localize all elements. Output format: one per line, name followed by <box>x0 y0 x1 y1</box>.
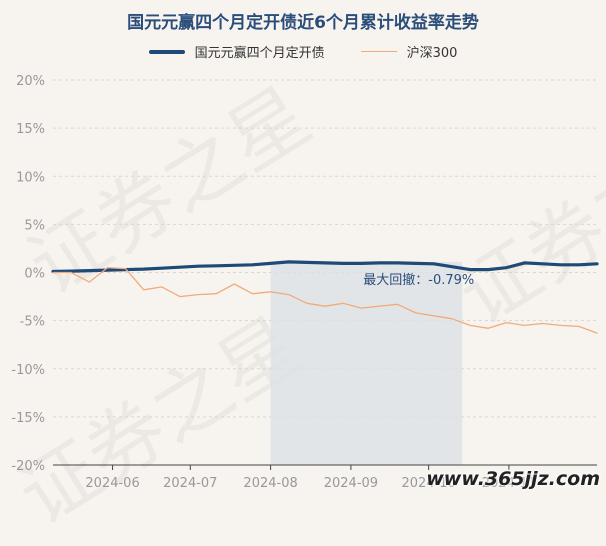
y-tick-label: 0% <box>24 267 45 282</box>
x-tick-label: 2024-08 <box>243 476 297 491</box>
y-tick-label: -5% <box>20 315 45 330</box>
y-tick-label: -10% <box>11 363 45 378</box>
chart-container: 国元元赢四个月定开债近6个月累计收益率走势 国元元赢四个月定开债 沪深300 证… <box>0 13 606 543</box>
series-line-fund <box>51 260 599 274</box>
drawdown-region <box>270 261 463 465</box>
chart-legend: 国元元赢四个月定开债 沪深300 <box>0 42 606 61</box>
y-tick-label: -20% <box>11 459 45 474</box>
legend-label-hs300: 沪深300 <box>406 46 458 61</box>
legend-swatch-hs300 <box>360 50 397 53</box>
y-tick-label: 20% <box>16 74 45 89</box>
chart-title: 国元元赢四个月定开债近6个月累计收益率走势 <box>127 13 479 33</box>
drawdown-layer <box>270 261 463 465</box>
series-layer <box>51 260 599 334</box>
x-tick-label: 2024-10 <box>401 476 455 491</box>
x-tick-label: 2024-11 <box>482 476 536 491</box>
y-tick-label: 5% <box>24 218 45 233</box>
x-tick-label: 2024-07 <box>163 476 217 491</box>
annotation-layer: 最大回撤：-0.79% <box>363 272 474 288</box>
chart-plot: 20% 15% 10% 5% 0% -5% -10% -15% -20% 2024-06 2024-… <box>11 74 599 491</box>
legend-swatch-fund <box>148 49 185 54</box>
max-drawdown-annotation: 最大回撤：-0.79% <box>363 272 474 288</box>
x-tick-label: 2024-06 <box>85 476 139 491</box>
series-line-hs300 <box>52 267 598 334</box>
x-tick-label: 2024-09 <box>324 476 378 491</box>
legend-item-hs300[interactable]: 沪深300 <box>360 42 458 61</box>
y-tick-label: -15% <box>11 411 45 426</box>
legend-label-fund: 国元元赢四个月定开债 <box>194 46 325 61</box>
legend-item-fund[interactable]: 国元元赢四个月定开债 <box>148 42 325 61</box>
y-tick-label: 15% <box>16 122 45 137</box>
y-tick-label: 10% <box>16 170 45 185</box>
site-watermark: www.365jjz.com <box>426 468 600 490</box>
axis-layer: 20% 15% 10% 5% 0% -5% -10% -15% -20% 2024-06 2024-… <box>11 74 597 491</box>
